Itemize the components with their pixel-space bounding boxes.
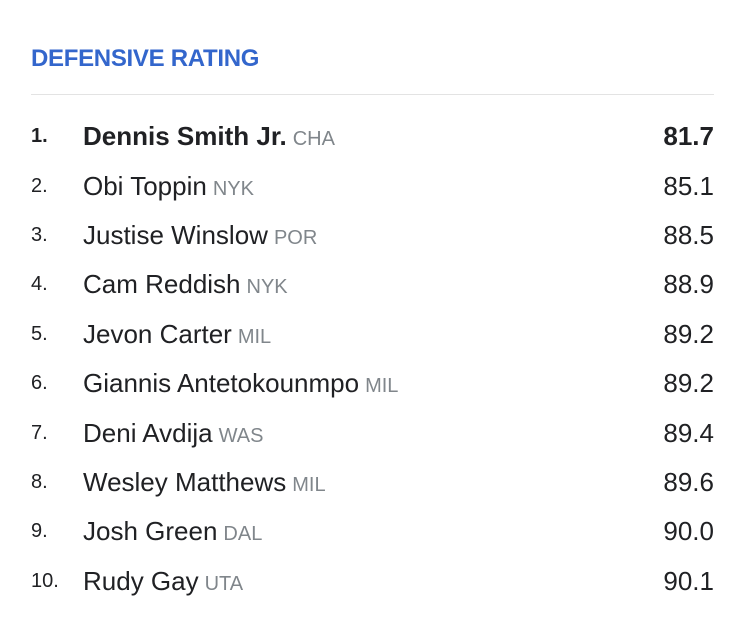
leaderboard-row[interactable]: 6. Giannis Antetokounmpo MIL 89.2 [31, 359, 714, 408]
leaderboard-card: DEFENSIVE RATING 1. Dennis Smith Jr. CHA … [31, 0, 714, 622]
rating-value: 85.1 [663, 170, 714, 201]
leaderboard-title: DEFENSIVE RATING [31, 45, 260, 72]
player-entry: Deni Avdija WAS [83, 418, 263, 449]
player-entry: Josh Green DAL [83, 516, 262, 547]
player-entry: Jevon Carter MIL [83, 319, 271, 350]
player-entry: Giannis Antetokounmpo MIL [83, 368, 398, 399]
player-entry: Rudy Gay UTA [83, 566, 243, 597]
rank-number: 5. [31, 322, 48, 345]
rank-number: 4. [31, 273, 48, 296]
rank-number: 8. [31, 470, 48, 493]
leaderboard-row[interactable]: 9. Josh Green DAL 90.0 [31, 507, 714, 556]
rating-value: 89.2 [663, 318, 714, 349]
player-name: Rudy Gay [83, 565, 199, 596]
title-divider [31, 94, 714, 95]
player-name: Jevon Carter [83, 318, 232, 349]
team-code: MIL [237, 325, 272, 348]
player-name: Dennis Smith Jr. [83, 121, 287, 152]
team-code: CHA [292, 128, 335, 151]
rank-number: 9. [31, 520, 48, 543]
rank-number: 1. [31, 125, 48, 148]
player-entry: Justise Winslow POR [83, 220, 317, 251]
team-code: MIL [365, 375, 399, 398]
player-name: Obi Toppin [83, 170, 207, 201]
rating-value: 89.6 [663, 466, 714, 497]
leaderboard-row[interactable]: 8. Wesley Matthews MIL 89.6 [31, 458, 714, 507]
leaderboard-row[interactable]: 7. Deni Avdija WAS 89.4 [31, 408, 714, 457]
player-name: Josh Green [83, 516, 218, 547]
rank-number: 2. [31, 174, 48, 197]
player-name: Giannis Antetokounmpo [83, 368, 360, 399]
player-name: Cam Reddish [83, 269, 241, 300]
rank-number: 7. [31, 421, 48, 444]
team-code: MIL [292, 473, 326, 496]
player-entry: Obi Toppin NYK [83, 171, 254, 202]
leaderboard-row[interactable]: 10. Rudy Gay UTA 90.1 [31, 557, 714, 606]
team-code: NYK [212, 177, 254, 200]
leaderboard-row[interactable]: 1. Dennis Smith Jr. CHA 81.7 [31, 112, 714, 161]
rating-value: 81.7 [663, 121, 714, 152]
player-name: Deni Avdija [83, 417, 213, 448]
leaderboard-row[interactable]: 4. Cam Reddish NYK 88.9 [31, 260, 714, 309]
rating-value: 88.5 [663, 219, 714, 250]
player-entry: Wesley Matthews MIL [83, 467, 326, 498]
rank-number: 6. [31, 372, 48, 395]
player-entry: Dennis Smith Jr. CHA [83, 121, 335, 152]
rank-number: 10. [31, 569, 59, 592]
team-code: DAL [223, 523, 263, 546]
team-code: WAS [218, 424, 264, 447]
rank-number: 3. [31, 223, 48, 246]
rating-value: 89.4 [663, 417, 714, 448]
team-code: UTA [204, 572, 244, 595]
rating-value: 88.9 [663, 269, 714, 300]
leaderboard-row[interactable]: 5. Jevon Carter MIL 89.2 [31, 310, 714, 359]
rating-value: 89.2 [663, 368, 714, 399]
rating-value: 90.0 [663, 516, 714, 547]
leaderboard-row[interactable]: 2. Obi Toppin NYK 85.1 [31, 161, 714, 210]
team-code: POR [273, 226, 318, 249]
player-name: Wesley Matthews [83, 466, 287, 497]
player-name: Justise Winslow [83, 219, 268, 250]
leaderboard-list: 1. Dennis Smith Jr. CHA 81.7 2. Obi Toppi… [31, 112, 714, 606]
player-entry: Cam Reddish NYK [83, 269, 288, 300]
rating-value: 90.1 [663, 565, 714, 596]
team-code: NYK [246, 276, 288, 299]
leaderboard-row[interactable]: 3. Justise Winslow POR 88.5 [31, 211, 714, 260]
